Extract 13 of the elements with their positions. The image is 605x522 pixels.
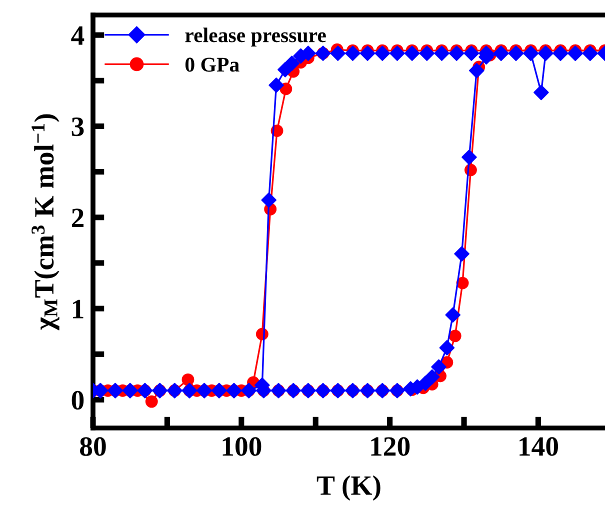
y-tick-label: 2 [72, 208, 84, 228]
y-tick-label: 3 [72, 117, 84, 136]
x-tick-label: 120 [371, 437, 410, 456]
y-tick-label: 4 [71, 26, 84, 45]
x-tick-label: 80 [80, 437, 106, 456]
y-tick-label: 0 [72, 390, 84, 410]
x-axis-title: T (K) [316, 475, 380, 501]
x-tick-label: 140 [520, 437, 558, 456]
y-axis-title: χ$_{M}$T(cm$^{3}$ K mol$^{−1}$) [32, 114, 60, 330]
x-tick-label: 100 [222, 437, 262, 456]
legend-label: 0 GPa [185, 58, 240, 72]
y-tick-label: 1 [73, 300, 84, 318]
legend-label: release pressure [185, 28, 326, 47]
